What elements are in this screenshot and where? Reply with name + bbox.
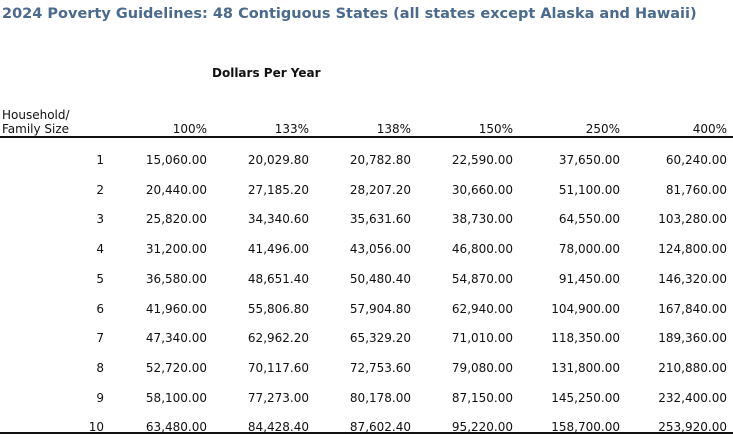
- cell: 55,806.80: [247, 301, 309, 316]
- family-size: 6: [96, 301, 104, 316]
- cell: 87,150.00: [451, 390, 513, 405]
- family-size: 1: [96, 153, 104, 167]
- cell: 167,840.00: [658, 301, 727, 316]
- footer-rule: [0, 432, 733, 434]
- cell: 46,800.00: [451, 242, 513, 257]
- cell: 146,320.00: [658, 271, 727, 286]
- cell: 71,010.00: [451, 331, 513, 346]
- family-size: 3: [96, 212, 104, 227]
- cell: 37,650.00: [558, 153, 620, 167]
- column-header: 133%: [274, 122, 309, 136]
- table-caption: Dollars Per Year: [212, 66, 321, 80]
- page-title: 2024 Poverty Guidelines: 48 Contiguous S…: [2, 6, 697, 22]
- cell: 20,440.00: [145, 182, 207, 197]
- cell: 41,960.00: [145, 301, 207, 316]
- cell: 62,962.20: [247, 331, 309, 346]
- cell: 31,200.00: [145, 242, 207, 257]
- cell: 52,720.00: [145, 360, 207, 375]
- family-size: 5: [96, 271, 104, 286]
- cell: 20,782.80: [349, 153, 411, 167]
- cell: 84,428.40: [247, 420, 309, 435]
- column-header: 250%: [585, 122, 620, 136]
- cell: 210,880.00: [658, 360, 727, 375]
- cell: 27,185.20: [247, 182, 309, 197]
- cell: 70,117.60: [247, 360, 309, 375]
- cell: 158,700.00: [551, 420, 620, 435]
- cell: 35,631.60: [349, 212, 411, 227]
- cell: 60,240.00: [665, 153, 727, 167]
- cell: 104,900.00: [551, 301, 620, 316]
- cell: 95,220.00: [451, 420, 513, 435]
- column-header: 150%: [478, 122, 513, 136]
- cell: 72,753.60: [349, 360, 411, 375]
- cell: 25,820.00: [145, 212, 207, 227]
- cell: 189,360.00: [658, 331, 727, 346]
- cell: 124,800.00: [658, 242, 727, 257]
- cell: 232,400.00: [658, 390, 727, 405]
- cell: 80,178.00: [349, 390, 411, 405]
- family-size: 4: [96, 242, 104, 257]
- cell: 15,060.00: [145, 153, 207, 167]
- cell: 145,250.00: [551, 390, 620, 405]
- cell: 103,280.00: [658, 212, 727, 227]
- cell: 62,940.00: [451, 301, 513, 316]
- cell: 63,480.00: [145, 420, 207, 435]
- cell: 118,350.00: [551, 331, 620, 346]
- cell: 58,100.00: [145, 390, 207, 405]
- cell: 50,480.40: [349, 271, 411, 286]
- cell: 34,340.60: [247, 212, 309, 227]
- row-header: Family Size: [2, 122, 70, 136]
- cell: 54,870.00: [451, 271, 513, 286]
- cell: 38,730.00: [451, 212, 513, 227]
- cell: 51,100.00: [558, 182, 620, 197]
- cell: 28,207.20: [349, 182, 411, 197]
- cell: 77,273.00: [247, 390, 309, 405]
- cell: 22,590.00: [451, 153, 513, 167]
- row-header: Household/: [2, 108, 70, 122]
- family-size: 9: [96, 390, 104, 405]
- cell: 81,760.00: [665, 182, 727, 197]
- cell: 41,496.00: [247, 242, 309, 257]
- cell: 48,651.40: [247, 271, 309, 286]
- column-header: 400%: [692, 122, 727, 136]
- cell: 43,056.00: [349, 242, 411, 257]
- family-size: 10: [88, 420, 104, 435]
- cell: 20,029.80: [247, 153, 309, 167]
- family-size: 8: [96, 360, 104, 375]
- cell: 36,580.00: [145, 271, 207, 286]
- cell: 253,920.00: [658, 420, 727, 435]
- cell: 78,000.00: [558, 242, 620, 257]
- family-size: 2: [96, 182, 104, 197]
- cell: 91,450.00: [558, 271, 620, 286]
- header-rule: [0, 136, 733, 138]
- cell: 65,329.20: [349, 331, 411, 346]
- cell: 30,660.00: [451, 182, 513, 197]
- cell: 64,550.00: [558, 212, 620, 227]
- cell: 79,080.00: [451, 360, 513, 375]
- column-header: 138%: [376, 122, 411, 136]
- cell: 57,904.80: [349, 301, 411, 316]
- column-header: 100%: [172, 122, 207, 136]
- cell: 47,340.00: [145, 331, 207, 346]
- cell: 131,800.00: [551, 360, 620, 375]
- cell: 87,602.40: [349, 420, 411, 435]
- family-size: 7: [96, 331, 104, 346]
